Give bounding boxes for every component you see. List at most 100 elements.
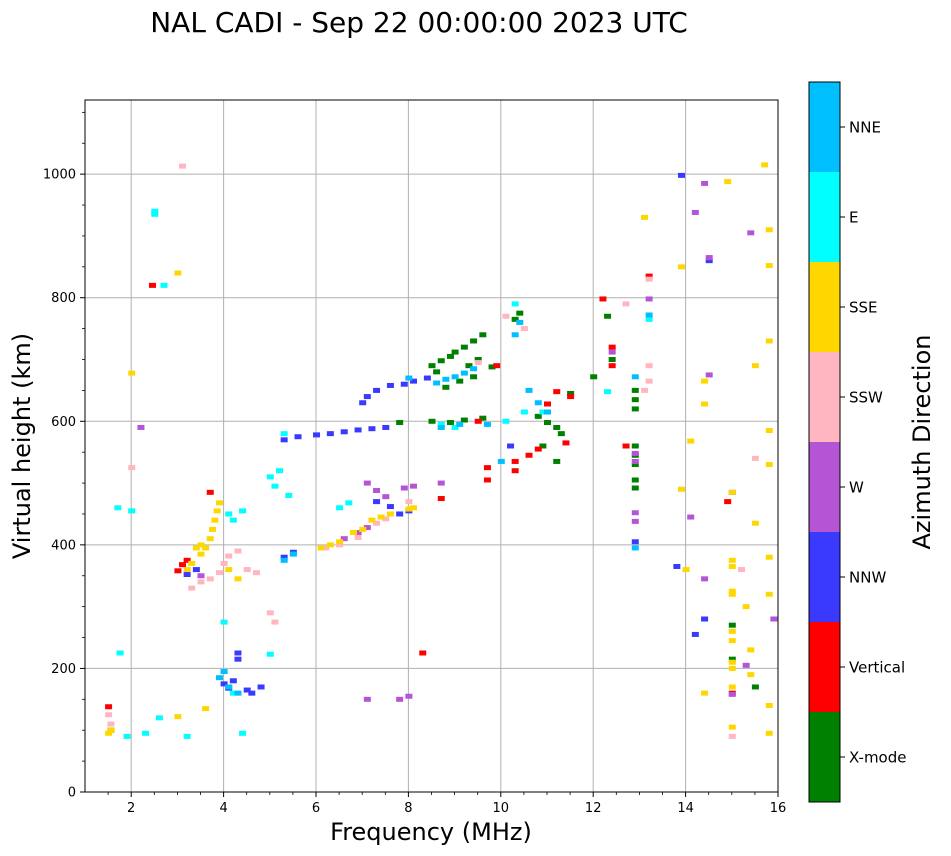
data-point — [294, 434, 302, 440]
data-point — [631, 397, 639, 403]
data-point — [160, 282, 168, 288]
plot-background — [85, 100, 778, 792]
data-point — [525, 387, 533, 393]
colorbar-swatch — [809, 262, 840, 352]
data-point — [206, 489, 214, 495]
data-point — [405, 375, 413, 381]
data-point — [215, 675, 223, 681]
data-point — [742, 662, 750, 668]
data-point — [728, 563, 736, 569]
data-point — [728, 622, 736, 628]
data-point — [410, 505, 418, 511]
data-point — [456, 378, 464, 384]
data-point — [243, 687, 251, 693]
colorbar-swatch — [809, 712, 840, 802]
data-point — [197, 542, 205, 548]
data-point — [105, 730, 113, 736]
data-point — [211, 517, 219, 523]
data-point — [252, 570, 260, 576]
data-point — [220, 560, 228, 566]
colorbar-swatch — [809, 442, 840, 532]
data-point — [608, 349, 616, 355]
data-point — [248, 690, 256, 696]
data-point — [234, 650, 242, 656]
data-point — [105, 712, 113, 718]
data-point — [114, 505, 122, 511]
data-point — [645, 273, 653, 279]
data-point — [410, 483, 418, 489]
data-point — [386, 504, 394, 510]
data-point — [520, 409, 528, 415]
data-point — [751, 520, 759, 526]
data-point — [474, 360, 482, 366]
data-point — [507, 443, 515, 449]
data-point — [437, 421, 445, 427]
data-point — [437, 496, 445, 502]
colorbar-label: Azimuth Direction — [908, 335, 936, 550]
data-point — [243, 567, 251, 573]
data-point — [229, 678, 237, 684]
data-point — [225, 553, 233, 559]
data-point — [225, 684, 233, 690]
data-point — [502, 313, 510, 319]
series-e — [114, 208, 653, 739]
data-point — [765, 730, 773, 736]
data-point — [354, 530, 362, 535]
y-axis: 0 200 400 600 800 1000 — [43, 111, 85, 801]
data-point — [234, 576, 242, 582]
data-point — [604, 313, 612, 319]
data-point — [474, 357, 482, 362]
data-point — [631, 539, 639, 545]
data-point — [192, 545, 200, 551]
data-point — [215, 500, 223, 506]
data-point — [728, 638, 736, 644]
data-point — [516, 319, 524, 325]
y-tick-label: 0 — [68, 786, 76, 801]
data-point — [354, 534, 362, 540]
data-point — [631, 443, 639, 449]
data-point — [747, 647, 755, 653]
colorbar-tick-label: Vertical — [849, 659, 905, 677]
series-sse — [105, 162, 773, 736]
data-point — [155, 715, 163, 721]
data-point — [266, 651, 274, 657]
data-point — [442, 384, 450, 390]
data-point — [544, 420, 551, 426]
data-point — [705, 372, 713, 378]
data-point — [631, 374, 639, 380]
data-point — [280, 557, 288, 563]
data-point — [677, 172, 685, 178]
data-point — [724, 179, 732, 185]
data-point — [701, 378, 709, 384]
chart-title: NAL CADI - Sep 22 00:00:00 2023 UTC — [150, 6, 688, 39]
data-point — [645, 296, 653, 302]
data-point — [631, 406, 639, 412]
data-point — [396, 511, 404, 517]
data-point — [123, 733, 131, 739]
colorbar-swatch — [809, 82, 840, 172]
data-point — [280, 431, 288, 437]
colorbar-swatch — [809, 622, 840, 712]
data-point — [183, 557, 191, 563]
data-point — [645, 312, 653, 318]
data-point — [765, 428, 773, 434]
data-point — [534, 413, 542, 419]
data-point — [271, 619, 279, 625]
data-point — [645, 316, 653, 322]
data-point — [645, 378, 653, 384]
data-point — [442, 376, 450, 382]
data-point — [386, 511, 394, 517]
data-point — [682, 567, 690, 573]
data-point — [728, 724, 736, 730]
data-point — [724, 499, 732, 505]
data-point — [641, 387, 649, 393]
y-tick-label: 400 — [51, 538, 76, 553]
data-point — [363, 480, 371, 486]
data-point — [631, 485, 639, 491]
data-point — [271, 483, 279, 489]
data-point — [107, 727, 115, 733]
data-point — [608, 344, 616, 350]
y-tick-label: 600 — [51, 415, 76, 430]
data-point — [405, 506, 413, 512]
data-point — [183, 567, 191, 573]
